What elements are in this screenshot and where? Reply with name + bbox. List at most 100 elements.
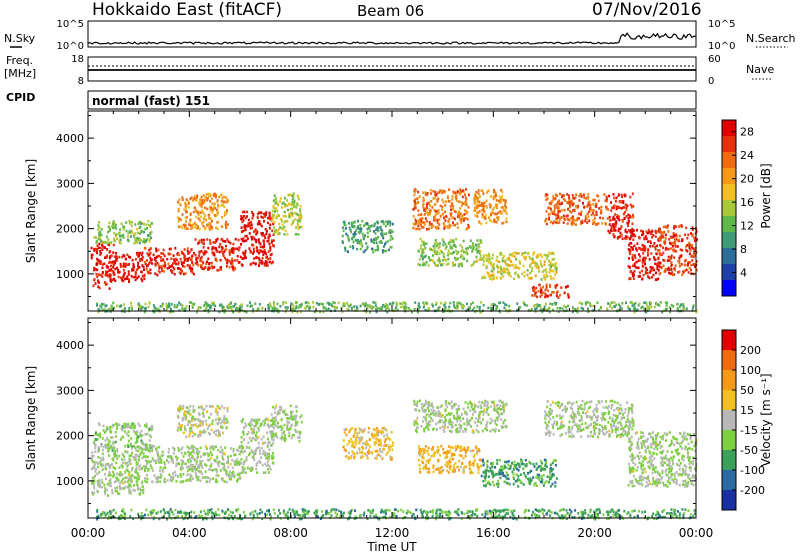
velocity-cell	[237, 449, 240, 453]
velocity-cell	[128, 460, 131, 463]
velocity-cell	[116, 424, 119, 428]
power-cell	[433, 196, 436, 200]
power-cell	[557, 296, 560, 299]
power-cell	[143, 260, 146, 264]
velocity-cell	[127, 473, 130, 477]
power-echo-region	[341, 219, 394, 254]
power-cell	[258, 261, 261, 265]
power-cell	[632, 277, 635, 280]
velocity-cell	[140, 434, 143, 438]
power-cell	[108, 261, 111, 264]
power-cell	[658, 265, 661, 268]
power-cell	[418, 258, 421, 261]
power-cell	[692, 304, 695, 307]
power-cell	[131, 258, 134, 262]
velocity-cell	[118, 423, 121, 426]
velocity-cell	[121, 477, 124, 481]
power-cell	[479, 250, 482, 253]
power-cell	[253, 237, 256, 241]
power-cell	[435, 212, 438, 216]
power-cell	[669, 272, 672, 275]
power-cell	[437, 197, 440, 201]
power-cell	[176, 216, 179, 219]
power-cell	[124, 262, 127, 266]
power-cell	[291, 197, 294, 201]
power-cell	[215, 193, 218, 197]
power-cell	[357, 240, 360, 243]
power-cell	[502, 198, 505, 202]
power-cell	[436, 225, 439, 229]
velocity-cell	[99, 463, 102, 466]
power-cell	[495, 220, 498, 224]
power-cell	[149, 268, 152, 271]
power-cell	[158, 254, 161, 258]
power-cell	[99, 237, 102, 241]
power-cell	[428, 208, 431, 211]
velocity-cell	[240, 458, 243, 461]
power-cell	[290, 223, 293, 226]
power-cell	[516, 252, 518, 255]
power-cell	[641, 277, 644, 281]
velocity-cell	[160, 474, 163, 477]
power-colorbar-swatch	[722, 184, 736, 201]
velocity-cell	[159, 466, 162, 469]
power-cell	[284, 229, 287, 232]
power-cell	[122, 276, 124, 279]
power-cell	[349, 228, 352, 232]
power-cell	[592, 212, 594, 215]
power-cell	[414, 202, 417, 205]
power-cell	[571, 194, 574, 197]
velocity-cell	[170, 479, 173, 483]
velocity-cell	[172, 461, 175, 464]
power-cell	[190, 196, 193, 199]
power-cell	[420, 244, 423, 247]
velocity-cell	[199, 461, 202, 465]
power-cell	[588, 219, 591, 223]
power-cell	[357, 238, 360, 242]
power-cell	[143, 310, 146, 314]
power-cell	[97, 273, 100, 276]
power-cell	[482, 207, 485, 211]
power-cell	[461, 246, 464, 249]
power-cell	[434, 203, 437, 206]
power-cell	[264, 227, 267, 231]
power-cell	[562, 197, 565, 201]
power-cell	[291, 213, 294, 216]
velocity-cell	[109, 428, 112, 432]
power-cell	[404, 305, 407, 309]
velocity-cell	[107, 474, 110, 477]
power-cell	[468, 306, 471, 309]
power-cell	[435, 244, 438, 248]
power-cell	[225, 258, 228, 262]
power-cell	[147, 271, 150, 275]
power-cell	[418, 227, 421, 231]
power-cell	[475, 191, 478, 194]
power-cell	[666, 224, 669, 227]
velocity-cell	[164, 466, 167, 470]
power-cell	[161, 269, 164, 273]
power-cell	[389, 302, 391, 306]
power-cell	[370, 240, 373, 243]
power-cell	[378, 240, 381, 244]
power-cell	[203, 267, 206, 271]
power-cell	[447, 252, 450, 255]
power-cell	[219, 258, 222, 262]
power-cell	[456, 304, 459, 307]
power-cell	[121, 308, 124, 312]
power-cell	[377, 245, 380, 249]
power-cell	[441, 205, 444, 209]
power-cell	[491, 306, 494, 310]
power-cell	[678, 261, 681, 265]
power-cell	[456, 222, 459, 225]
velocity-cell	[136, 487, 139, 491]
power-cell	[119, 262, 122, 266]
power-cell	[481, 257, 484, 260]
power-cell	[471, 250, 474, 253]
velocity-cell	[151, 447, 154, 451]
power-cell	[200, 205, 203, 209]
power-cell	[366, 245, 369, 249]
power-cell	[494, 212, 497, 216]
power-cell	[284, 215, 287, 218]
power-cell	[269, 302, 272, 305]
power-cell	[374, 232, 377, 235]
